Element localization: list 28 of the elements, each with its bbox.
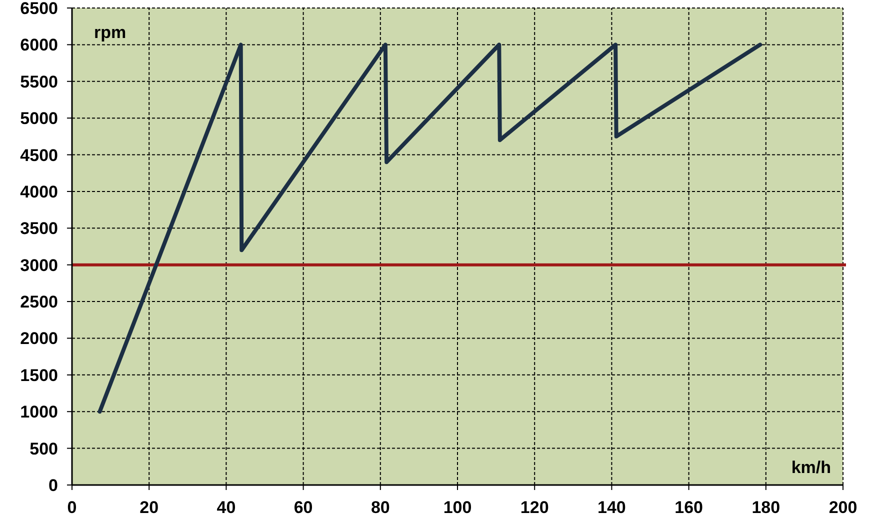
x-tick-label: 180 bbox=[752, 498, 780, 517]
y-tick-label: 5500 bbox=[20, 72, 58, 92]
x-tick-label: 200 bbox=[828, 498, 858, 517]
line-series bbox=[98, 42, 762, 414]
x-tick-label: 120 bbox=[520, 498, 549, 517]
y-tick-label: 4000 bbox=[20, 182, 58, 202]
x-tick-label: 0 bbox=[67, 498, 77, 517]
y-tick-label: 4500 bbox=[20, 146, 58, 165]
y-tick-label: 6000 bbox=[20, 36, 58, 55]
y-tick-label: 0 bbox=[48, 476, 58, 495]
x-tick-label: 140 bbox=[598, 498, 626, 517]
y-tick-label: 6500 bbox=[20, 0, 58, 18]
x-tick-label: 80 bbox=[370, 498, 390, 517]
y-axis-title: rpm bbox=[94, 23, 126, 42]
y-tick-label: 1500 bbox=[20, 366, 58, 385]
y-tick-label: 2500 bbox=[20, 292, 58, 312]
x-tick-label: 60 bbox=[294, 498, 313, 517]
y-tick-label: 5000 bbox=[20, 109, 58, 128]
y-tick-label: 3500 bbox=[20, 219, 58, 238]
x-tick-label: 100 bbox=[443, 498, 472, 517]
x-tick-label: 40 bbox=[216, 498, 236, 517]
x-axis-title: km/h bbox=[791, 458, 831, 477]
y-tick-label: 500 bbox=[30, 439, 58, 458]
y-tick-label: 3000 bbox=[20, 256, 58, 275]
y-tick-label: 2000 bbox=[20, 329, 58, 348]
x-tick-label: 160 bbox=[674, 498, 703, 517]
x-tick-label: 20 bbox=[140, 498, 159, 517]
y-tick-label: 1000 bbox=[20, 402, 58, 422]
